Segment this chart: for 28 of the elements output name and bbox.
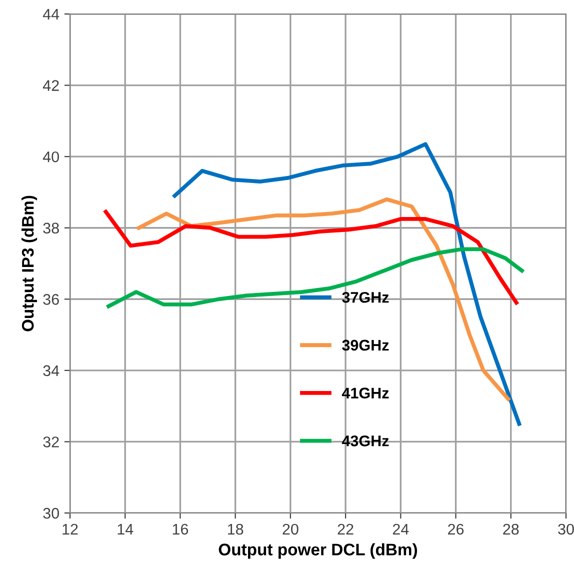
x-tick-label: 30: [558, 524, 574, 535]
x-axis-title: Output power DCL (dBm): [218, 543, 418, 559]
line-series: [104, 210, 518, 305]
x-tick-label: 14: [118, 524, 134, 534]
y-tick-label: 40: [42, 151, 59, 162]
legend-label: 37GHz: [342, 292, 389, 303]
x-tick-label: 18: [228, 524, 244, 535]
y-tick-label: 34: [43, 365, 60, 376]
y-axis-title: Output IP3 (dBm): [22, 196, 38, 332]
x-tick-label: 12: [62, 524, 78, 534]
line-series: [172, 142, 522, 426]
x-tick-label: 26: [448, 524, 464, 535]
x-tick-label: 28: [503, 524, 519, 535]
y-tick-label: 32: [43, 436, 59, 448]
x-tick-label: 20: [282, 524, 298, 535]
legend-label: 39GHz: [342, 340, 389, 351]
line-series: [106, 247, 524, 308]
line-series: [136, 197, 510, 401]
y-tick-label: 44: [42, 9, 60, 20]
y-tick-label: 38: [43, 222, 59, 234]
legend-label: 41GHz: [342, 388, 389, 398]
legend-label: 43GHz: [342, 436, 389, 446]
y-tick-label: 30: [43, 508, 59, 519]
y-tick-label: 42: [42, 80, 59, 91]
x-tick-label: 24: [392, 524, 409, 534]
x-tick-label: 22: [338, 524, 354, 534]
x-tick-label: 16: [172, 524, 188, 535]
y-tick-label: 36: [43, 294, 59, 305]
